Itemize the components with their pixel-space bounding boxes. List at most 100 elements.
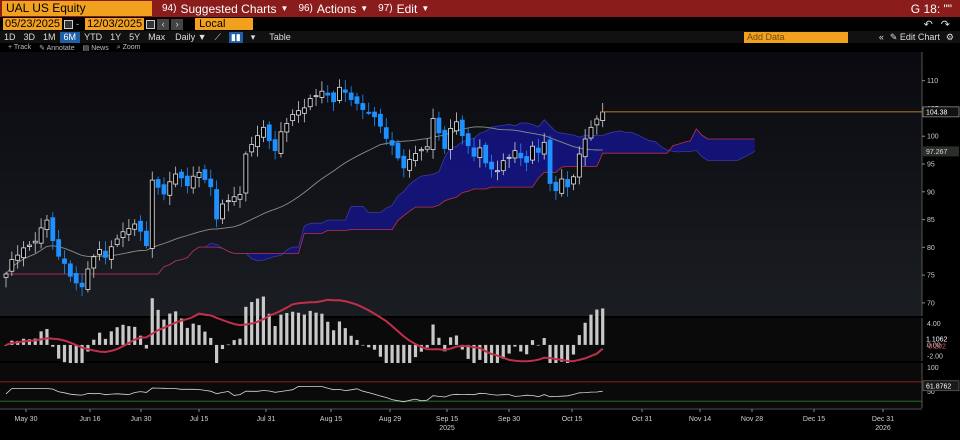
candle [249, 136, 255, 157]
forward-arrow-icon[interactable]: › [171, 18, 184, 30]
candle [173, 166, 179, 188]
candle [366, 102, 372, 116]
suggested-charts-menu[interactable]: 94) Suggested Charts ▼ [162, 2, 288, 16]
actions-menu[interactable]: 96) Actions ▼ [298, 2, 368, 16]
candle-body [366, 111, 372, 114]
macd-bar [472, 344, 476, 368]
candle-body [67, 263, 73, 277]
candle [143, 221, 149, 249]
macd-bar [220, 344, 225, 350]
candle-body [494, 170, 500, 173]
period-3d[interactable]: 3D [23, 31, 36, 42]
candle [354, 92, 360, 111]
candle-body [249, 144, 255, 153]
back-arrow-icon[interactable]: ‹ [157, 18, 170, 30]
candle-body [143, 230, 149, 247]
date-tick-label: Sep 15 [436, 416, 458, 423]
macd-bar [542, 338, 546, 345]
macd-bar [185, 327, 189, 345]
period-5y[interactable]: 5Y [129, 31, 141, 42]
macd-bar [367, 344, 371, 348]
candle [530, 141, 535, 164]
security-field[interactable]: UAL US Equity [2, 1, 152, 16]
candle-body [155, 179, 161, 188]
edit-menu[interactable]: 97) Edit ▼ [378, 2, 429, 16]
frequency-select[interactable]: Daily ▼ [175, 32, 207, 42]
chevron-down-icon: ▼ [360, 4, 369, 13]
collapse-icon[interactable]: « [878, 32, 884, 42]
candle-chart-icon[interactable]: ▮▮ [228, 31, 243, 43]
candle-body [518, 152, 524, 159]
macd-bar [302, 314, 306, 345]
line-chart-icon[interactable]: ⟋ [214, 31, 221, 42]
candle-body [208, 178, 214, 188]
candle [319, 81, 325, 104]
candle-body [459, 119, 465, 137]
candle-body [483, 144, 489, 164]
edit-number: 97) [378, 3, 393, 14]
macd-bar [343, 328, 347, 345]
tool-annotate[interactable]: ✎ Annotate [39, 44, 75, 52]
macd-bar [267, 313, 271, 345]
chevron-down-icon[interactable]: ▾ [250, 31, 256, 42]
date-tick-label: May 30 [15, 416, 38, 423]
end-date-input[interactable]: 12/03/2025 [85, 18, 145, 30]
settings-icon[interactable]: ⚙ [945, 31, 954, 42]
candle [377, 108, 383, 134]
date-tick-label: Oct 31 [632, 416, 653, 423]
add-data-input[interactable]: Add Data [744, 32, 848, 43]
candle-body [149, 179, 155, 249]
calendar-icon[interactable] [64, 19, 74, 29]
edit-chart-button[interactable]: ✎ Edit Chart [890, 32, 940, 43]
period-max[interactable]: Max [148, 31, 166, 42]
candle-body [377, 113, 383, 127]
candle [582, 129, 588, 167]
candle-body [44, 219, 50, 231]
candle-body [97, 249, 102, 255]
candle-body [15, 254, 21, 261]
candle-body [535, 147, 541, 153]
currency-select[interactable]: Local CCY [195, 18, 254, 42]
macd-tick-label: 4.00 [927, 321, 941, 328]
macd-bar [215, 344, 219, 364]
tool-zoom[interactable]: ⌕ Zoom [116, 43, 141, 51]
rsi-tick-label: 100 [927, 365, 939, 372]
candle-body [50, 217, 56, 242]
candle [260, 120, 266, 143]
candle-body [500, 160, 506, 172]
start-date-input[interactable]: 05/23/2025 [3, 18, 63, 30]
candle-body [576, 153, 582, 178]
candle-body [553, 181, 559, 192]
tool-track[interactable]: + Track [8, 44, 32, 51]
candle-body [255, 135, 260, 148]
tool-news[interactable]: ▤ News [82, 44, 109, 52]
candle-body [325, 92, 331, 96]
date-range-bar: 05/23/2025 - 12/03/2025 ‹ › Local CCY ↶ … [0, 17, 960, 42]
period-6m[interactable]: 6M [59, 31, 81, 43]
macd-bar [519, 344, 523, 352]
macd-bar [103, 338, 108, 345]
candle-body [342, 89, 348, 93]
redo-icon[interactable]: ↷ [940, 18, 950, 31]
table-button[interactable]: Table [269, 32, 291, 42]
macd-bar [372, 344, 377, 350]
period-1d[interactable]: 1D [4, 31, 16, 42]
candle-body [465, 133, 471, 147]
candle [91, 254, 97, 278]
candle [436, 111, 442, 141]
price-tags: 104.38 97.267 [600, 106, 960, 157]
undo-icon[interactable]: ↶ [923, 18, 933, 31]
candle [284, 117, 290, 142]
period-1m[interactable]: 1M [43, 31, 56, 42]
candle-body [91, 256, 97, 269]
period-1y[interactable]: 1Y [110, 31, 122, 42]
calendar-icon[interactable] [146, 19, 156, 29]
period-ytd[interactable]: YTD [84, 31, 103, 42]
macd-bar [209, 337, 213, 345]
candle-body [360, 103, 366, 110]
candle-body [3, 273, 9, 278]
macd-bar [121, 324, 125, 345]
candle-body [337, 86, 342, 101]
candle-body [225, 200, 231, 203]
